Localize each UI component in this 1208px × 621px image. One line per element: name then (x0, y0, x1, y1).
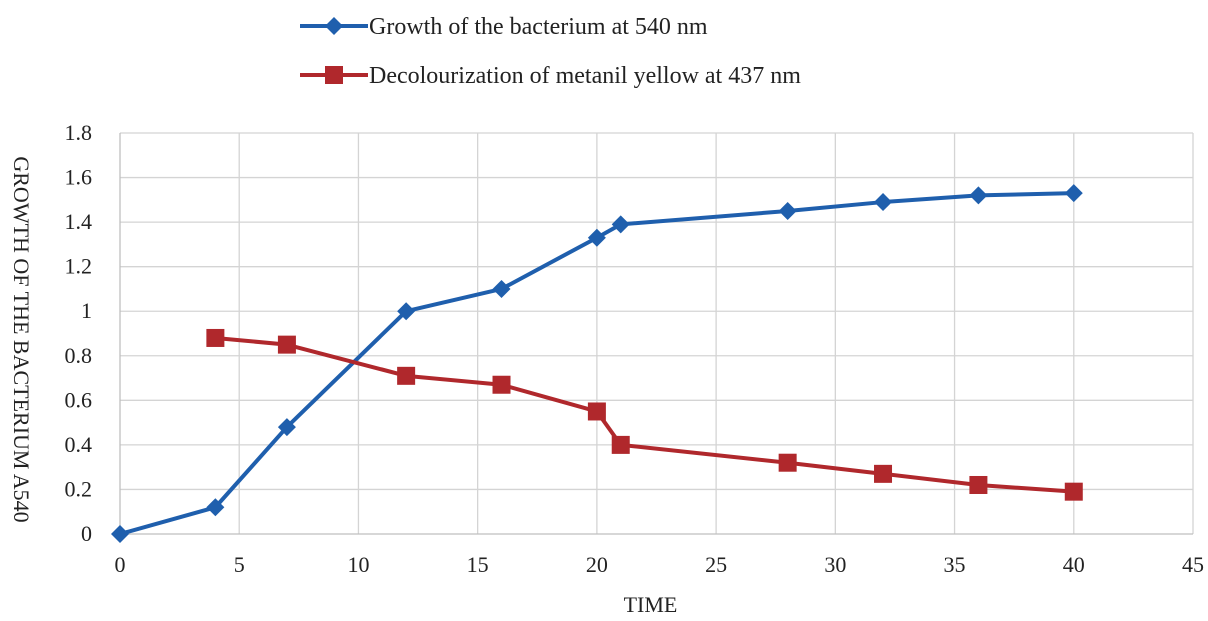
x-tick-label: 10 (347, 552, 369, 577)
data-point (206, 328, 225, 347)
legend-item: Decolourization of metanil yellow at 437… (300, 63, 801, 89)
data-point (874, 193, 893, 212)
y-tick-label: 0.2 (65, 476, 93, 501)
y-axis-title: GROWTH OF THE BACTERIUM A540 (9, 156, 34, 522)
data-point (611, 215, 630, 234)
y-tick-label: 1.2 (65, 254, 93, 279)
series-layer (111, 184, 1083, 543)
data-point (874, 464, 893, 483)
data-point (397, 366, 416, 385)
data-point (492, 375, 511, 394)
y-tick-label: 0.6 (65, 387, 93, 412)
data-point (111, 525, 129, 543)
y-tick-label: 1.8 (65, 120, 93, 145)
data-point (1064, 482, 1083, 501)
x-tick-label: 35 (944, 552, 966, 577)
x-tick-label: 40 (1063, 552, 1085, 577)
legend-marker (325, 66, 343, 84)
x-tick-label: 5 (234, 552, 245, 577)
grid (120, 132, 1194, 534)
x-tick-label: 20 (586, 552, 608, 577)
data-point (778, 201, 797, 220)
data-point (492, 279, 511, 298)
legend-label: Growth of the bacterium at 540 nm (369, 14, 708, 40)
series-2 (206, 328, 1083, 501)
data-point (277, 335, 296, 354)
data-point (206, 498, 225, 517)
y-tick-label: 0 (81, 521, 92, 546)
data-point (778, 453, 797, 472)
series-line (215, 335, 1074, 494)
data-point (611, 435, 630, 454)
data-point (587, 228, 606, 247)
data-point (1064, 184, 1083, 203)
series-1 (111, 184, 1083, 543)
data-point (969, 186, 988, 205)
x-tick-label: 25 (705, 552, 727, 577)
y-tick-label: 0.8 (65, 343, 93, 368)
x-tick-label: 30 (824, 552, 846, 577)
legend-label: Decolourization of metanil yellow at 437… (369, 63, 801, 89)
legend-marker (325, 17, 343, 35)
y-tick-label: 0.4 (65, 432, 93, 457)
x-axis-title: TIME (624, 592, 678, 617)
data-point (969, 475, 988, 494)
x-tick-label: 0 (115, 552, 126, 577)
data-point (397, 302, 416, 321)
y-tick-label: 1.6 (65, 165, 93, 190)
y-tick-label: 1.4 (65, 209, 93, 234)
y-tick-label: 1 (81, 298, 92, 323)
legend: Growth of the bacterium at 540 nm Decolou… (300, 14, 801, 89)
legend-item: Growth of the bacterium at 540 nm (300, 14, 708, 40)
x-tick-label: 15 (467, 552, 489, 577)
x-tick-label: 45 (1182, 552, 1204, 577)
data-point (587, 402, 606, 421)
data-point (277, 418, 296, 437)
axes: 0 0.2 0.4 0.6 0.8 1 1.2 1.4 1.6 1.8 0 5 10 15 20 25 30 35… (65, 120, 1205, 577)
